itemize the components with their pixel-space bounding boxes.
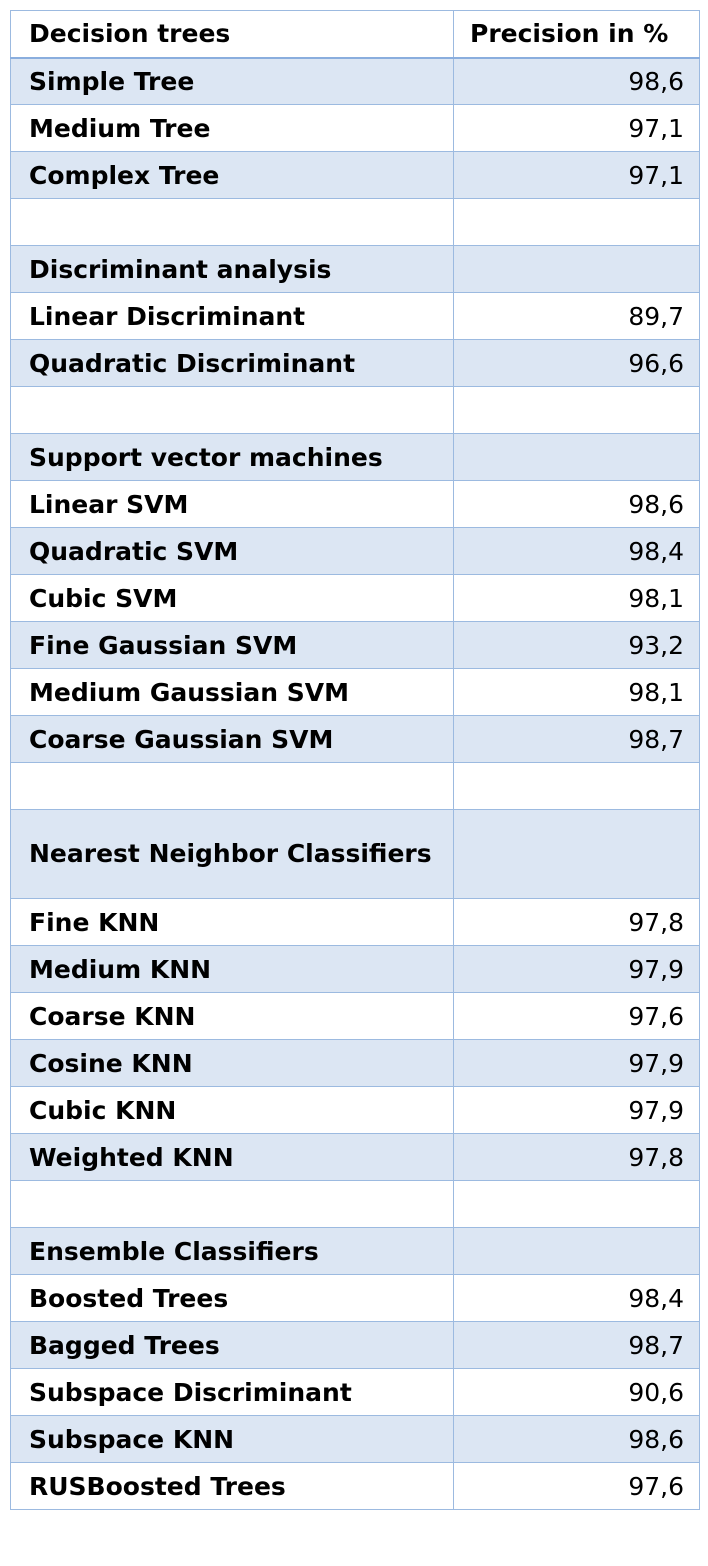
precision-table: Decision trees Precision in % Simple Tre… <box>10 10 700 1510</box>
row-value: 98,1 <box>453 574 700 622</box>
row-value <box>453 386 700 434</box>
row-label <box>10 386 454 434</box>
row-label: Quadratic SVM <box>10 527 454 575</box>
table-row: Coarse Gaussian SVM 98,7 <box>10 715 700 763</box>
row-value: 98,7 <box>453 1321 700 1369</box>
row-value: 97,8 <box>453 898 700 946</box>
row-label: Quadratic Discriminant <box>10 339 454 387</box>
table-row: Weighted KNN 97,8 <box>10 1133 700 1181</box>
row-value <box>453 1180 700 1228</box>
row-value <box>453 1227 700 1275</box>
row-value: 97,9 <box>453 945 700 993</box>
row-label: Nearest Neighbor Classifiers <box>10 809 454 899</box>
row-label: Discriminant analysis <box>10 245 454 293</box>
row-value: 97,6 <box>453 992 700 1040</box>
row-value: 97,1 <box>453 104 700 152</box>
table-row: Fine Gaussian SVM 93,2 <box>10 621 700 669</box>
row-label <box>10 198 454 246</box>
table-row: Cosine KNN 97,9 <box>10 1039 700 1087</box>
row-value: 97,6 <box>453 1462 700 1510</box>
table-row: Support vector machines <box>10 433 700 481</box>
row-value: 98,4 <box>453 1274 700 1322</box>
row-label: Boosted Trees <box>10 1274 454 1322</box>
row-value: 97,9 <box>453 1086 700 1134</box>
row-label: Cubic SVM <box>10 574 454 622</box>
header-cell-method: Decision trees <box>10 10 454 59</box>
table-row: Coarse KNN 97,6 <box>10 992 700 1040</box>
row-label: RUSBoosted Trees <box>10 1462 454 1510</box>
row-value: 98,1 <box>453 668 700 716</box>
row-label: Coarse Gaussian SVM <box>10 715 454 763</box>
table-row: Boosted Trees 98,4 <box>10 1274 700 1322</box>
table-row: Simple Tree 98,6 <box>10 57 700 105</box>
row-label: Medium Tree <box>10 104 454 152</box>
row-value: 98,6 <box>453 57 700 105</box>
row-label: Fine KNN <box>10 898 454 946</box>
table-row: Nearest Neighbor Classifiers <box>10 809 700 899</box>
row-label: Cosine KNN <box>10 1039 454 1087</box>
table-row: Subspace Discriminant 90,6 <box>10 1368 700 1416</box>
row-value: 97,1 <box>453 151 700 199</box>
row-label: Subspace KNN <box>10 1415 454 1463</box>
row-label: Cubic KNN <box>10 1086 454 1134</box>
row-value: 98,4 <box>453 527 700 575</box>
table-row: Subspace KNN 98,6 <box>10 1415 700 1463</box>
table-row: Cubic KNN 97,9 <box>10 1086 700 1134</box>
table-row <box>10 198 700 246</box>
table-row: Medium Tree 97,1 <box>10 104 700 152</box>
table-row: RUSBoosted Trees 97,6 <box>10 1462 700 1510</box>
table-row <box>10 386 700 434</box>
header-row: Decision trees Precision in % <box>10 10 700 59</box>
table-row: Cubic SVM 98,1 <box>10 574 700 622</box>
row-label <box>10 762 454 810</box>
row-label <box>10 1180 454 1228</box>
row-value: 98,6 <box>453 480 700 528</box>
row-label: Support vector machines <box>10 433 454 481</box>
row-label: Weighted KNN <box>10 1133 454 1181</box>
row-value: 97,9 <box>453 1039 700 1087</box>
row-label: Complex Tree <box>10 151 454 199</box>
table-row: Medium Gaussian SVM 98,1 <box>10 668 700 716</box>
row-label: Medium Gaussian SVM <box>10 668 454 716</box>
row-value: 97,8 <box>453 1133 700 1181</box>
table-container: Decision trees Precision in % Simple Tre… <box>10 10 700 1510</box>
table-row: Ensemble Classifiers <box>10 1227 700 1275</box>
row-label: Fine Gaussian SVM <box>10 621 454 669</box>
row-value <box>453 433 700 481</box>
row-value: 98,7 <box>453 715 700 763</box>
row-value: 90,6 <box>453 1368 700 1416</box>
row-label: Medium KNN <box>10 945 454 993</box>
row-value <box>453 245 700 293</box>
table-row: Quadratic SVM 98,4 <box>10 527 700 575</box>
row-value <box>453 809 700 899</box>
row-label: Ensemble Classifiers <box>10 1227 454 1275</box>
table-row: Medium KNN 97,9 <box>10 945 700 993</box>
table-row: Linear SVM 98,6 <box>10 480 700 528</box>
row-label: Subspace Discriminant <box>10 1368 454 1416</box>
row-value <box>453 198 700 246</box>
table-row: Complex Tree 97,1 <box>10 151 700 199</box>
table-row: Bagged Trees 98,7 <box>10 1321 700 1369</box>
row-value: 98,6 <box>453 1415 700 1463</box>
row-value: 96,6 <box>453 339 700 387</box>
row-value: 93,2 <box>453 621 700 669</box>
row-label: Bagged Trees <box>10 1321 454 1369</box>
table-row <box>10 762 700 810</box>
row-label: Coarse KNN <box>10 992 454 1040</box>
row-label: Linear Discriminant <box>10 292 454 340</box>
table-row: Discriminant analysis <box>10 245 700 293</box>
row-value: 89,7 <box>453 292 700 340</box>
row-label: Linear SVM <box>10 480 454 528</box>
table-row: Fine KNN 97,8 <box>10 898 700 946</box>
table-row <box>10 1180 700 1228</box>
row-label: Simple Tree <box>10 57 454 105</box>
table-row: Quadratic Discriminant 96,6 <box>10 339 700 387</box>
row-value <box>453 762 700 810</box>
table-row: Linear Discriminant 89,7 <box>10 292 700 340</box>
header-cell-precision: Precision in % <box>453 10 700 59</box>
